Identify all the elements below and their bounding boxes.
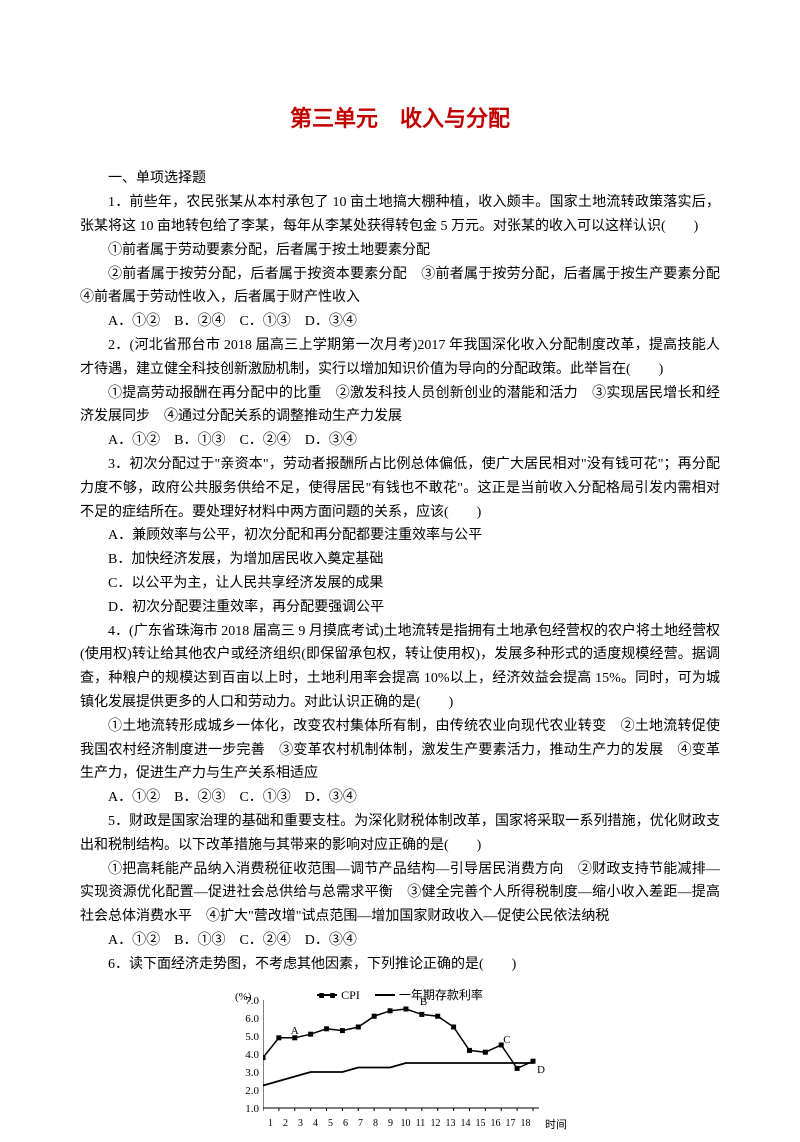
q4-stem: 4．(广东省珠海市 2018 届高三 9 月摸底考试)土地流转是指拥有土地承包经… — [80, 620, 720, 715]
q3-c: C．以公平为主，让人民共享经济发展的成果 — [80, 572, 720, 596]
q2-stem: 2．(河北省邢台市 2018 届高三上学期第一次月考)2017 年我国深化收入分… — [80, 334, 720, 382]
q4-options: A．①② B．②③ C．①③ D．③④ — [80, 786, 720, 810]
unit-title: 第三单元 收入与分配 — [80, 100, 720, 137]
q5-stem: 5．财政是国家治理的基础和重要支柱。为深化财税体制改革，国家将采取一系列措施，优… — [80, 810, 720, 858]
q6-stem: 6．读下面经济走势图，不考虑其他因素，下列推论正确的是( ) — [80, 953, 720, 977]
point-label-b: B — [420, 993, 427, 1012]
x-axis-labels: 123456789101112131415161718 — [263, 1115, 533, 1132]
point-label-d: D — [537, 1061, 545, 1080]
q1-stem: 1．前些年，农民张某从本村承包了 10 亩土地搞大棚种植，收入颇丰。国家土地流转… — [80, 191, 720, 239]
q3-a: A．兼顾效率与公平，初次分配和再分配都要注重效率与公平 — [80, 524, 720, 548]
chart-svg — [263, 1000, 543, 1122]
q3-stem: 3．初次分配过于"亲资本"，劳动者报酬所占比例总体偏低，使广大居民相对"没有钱可… — [80, 453, 720, 524]
point-label-a: A — [291, 1022, 299, 1041]
q2-options: A．①② B．①③ C．②④ D．③④ — [80, 429, 720, 453]
q3-d: D．初次分配要注重效率，再分配要强调公平 — [80, 596, 720, 620]
cpi-marker-icon — [317, 994, 337, 996]
q4-line1: ①土地流转形成城乡一体化，改变农村集体所有制，由传统农业向现代农业转变 ②土地流… — [80, 715, 720, 786]
q1-line1: ①前者属于劳动要素分配，后者属于按土地要素分配 — [80, 239, 720, 263]
point-label-c: C — [503, 1031, 510, 1050]
q5-line1: ①把高耗能产品纳入消费税征收范围—调节产品结构—引导居民消费方向 ②财政支持节能… — [80, 858, 720, 929]
q1-line2: ②前者属于按劳分配，后者属于按资本要素分配 ③前者属于按劳分配，后者属于按生产要… — [80, 263, 720, 311]
rate-line-icon — [375, 994, 395, 996]
q5-options: A．①② B．①③ C．②④ D．③④ — [80, 929, 720, 953]
q1-options: A．①② B．②④ C．①③ D．③④ — [80, 310, 720, 334]
economic-chart: CPI 一年期存款利率 (%) 7.06.05.04.03.02.01.0 12… — [235, 982, 565, 1142]
q2-line1: ①提高劳动报酬在再分配中的比重 ②激发科技人员创新创业的潜能和活力 ③实现居民增… — [80, 382, 720, 430]
chart-container: CPI 一年期存款利率 (%) 7.06.05.04.03.02.01.0 12… — [80, 982, 720, 1142]
q3-b: B．加快经济发展，为增加居民收入奠定基础 — [80, 548, 720, 572]
section-heading: 一、单项选择题 — [80, 167, 720, 191]
